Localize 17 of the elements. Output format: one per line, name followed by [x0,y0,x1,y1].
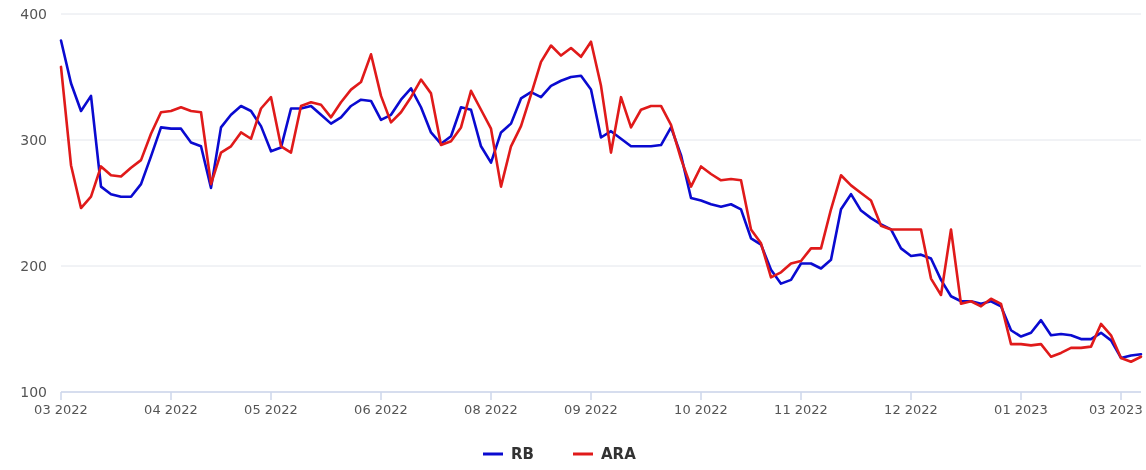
legend-label: ARA [601,445,637,464]
x-tick-label: 12 2022 [884,402,938,417]
y-tick-label: 200 [20,257,47,274]
x-tick-label: 05 2022 [244,402,298,417]
y-tick-label: 400 [20,5,47,22]
legend-label: RB [511,445,534,464]
y-tick-label: 100 [20,383,47,400]
x-tick-label: 10 2022 [674,402,728,417]
x-tick-label: 01 2023 [994,402,1048,417]
x-tick-label: 11 2022 [774,402,828,417]
x-tick-label: 09 2022 [564,402,618,417]
x-tick-label: 03 2023 [1088,402,1143,417]
y-tick-label: 300 [20,131,47,148]
x-tick-label: 04 2022 [144,402,198,417]
x-tick-label: 06 2022 [354,402,408,417]
x-tick-label: 08 2022 [464,402,518,417]
x-tick-label: 03 2022 [34,402,88,417]
